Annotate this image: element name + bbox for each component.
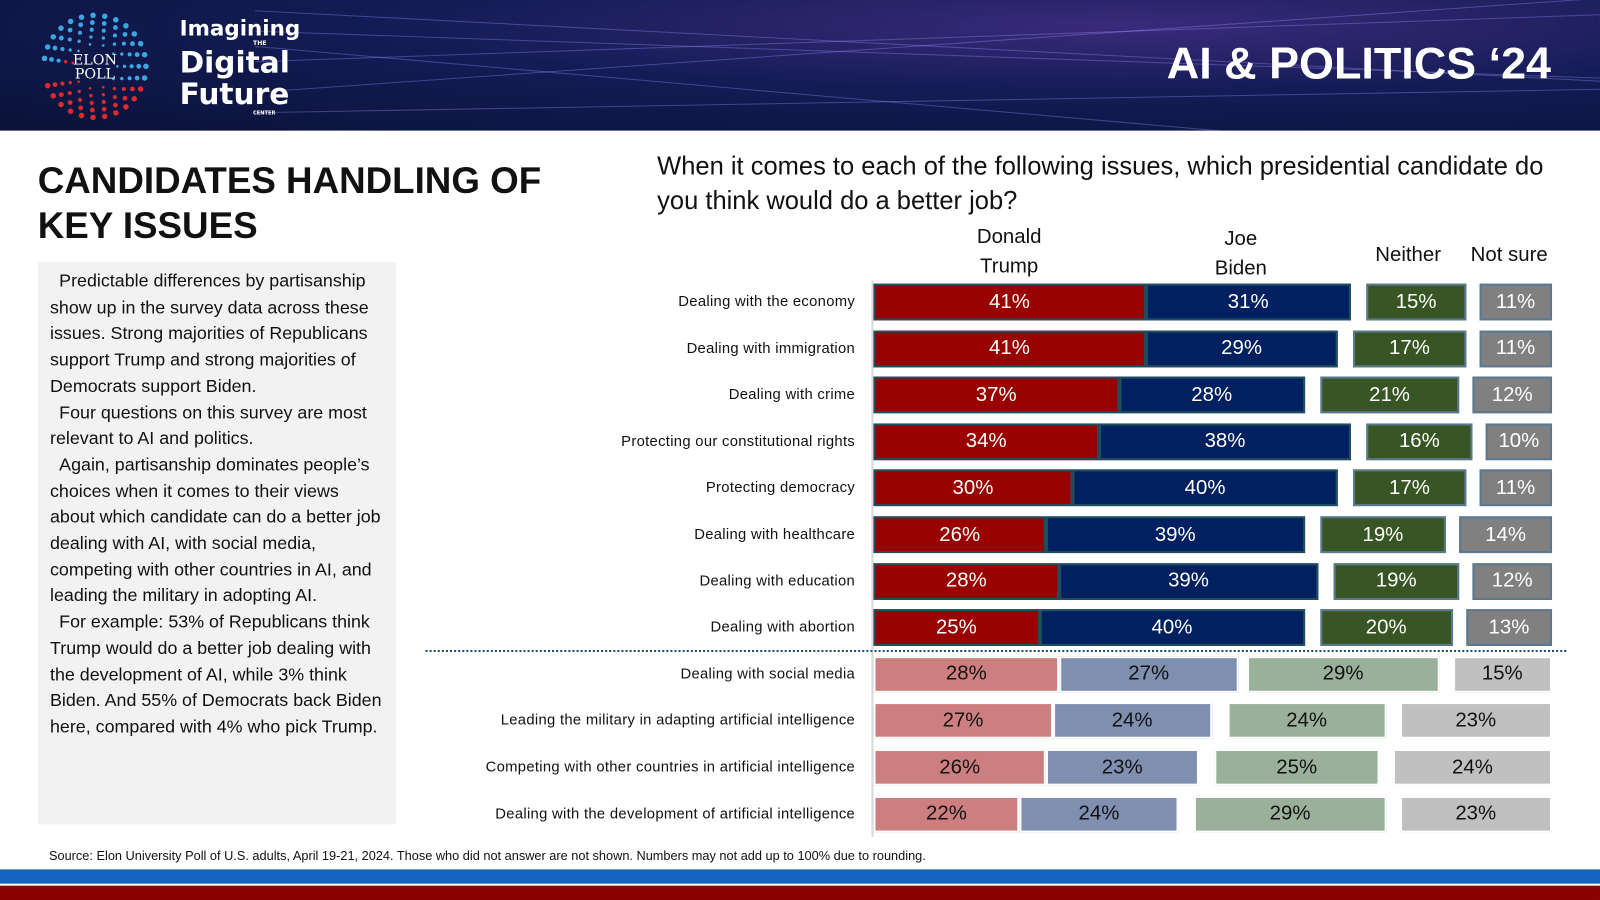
legend-not-sure: Not sure (1470, 243, 1548, 267)
bar-neither: 29% (1193, 795, 1387, 833)
bar-trump: 26% (873, 748, 1046, 786)
bar-biden: 23% (1045, 748, 1199, 786)
footer-stripe-blue (0, 869, 1600, 884)
bar-not-sure: 12% (1472, 562, 1553, 600)
bar-biden: 38% (1098, 423, 1352, 460)
category-label: Dealing with the economy (678, 293, 856, 311)
bar-not-sure: 23% (1399, 795, 1553, 833)
category-label: Dealing with abortion (710, 619, 856, 636)
category-label: Protecting democracy (705, 479, 856, 497)
bar-neither: 15% (1366, 283, 1466, 321)
bar-neither: 29% (1246, 655, 1440, 693)
bar-biden: 24% (1052, 702, 1212, 740)
paragraph: Four questions on this survey are most r… (49, 401, 367, 449)
legend-trump: Donald Trump (976, 225, 1042, 278)
bar-not-sure: 12% (1472, 376, 1553, 414)
bar-neither: 25% (1213, 748, 1380, 786)
bar-not-sure: 10% (1485, 423, 1553, 460)
bar-biden: 31% (1145, 283, 1352, 321)
ai-section-divider (425, 649, 1567, 653)
bar-biden: 24% (1019, 795, 1179, 833)
bar-trump: 28% (873, 655, 1060, 693)
bar-biden: 39% (1045, 516, 1305, 554)
header-banner: ELON POLL Imagining THE Digital Future CENT… (0, 0, 1600, 131)
bar-trump: 37% (873, 376, 1119, 414)
bar-trump: 41% (873, 330, 1146, 367)
bar-neither: 17% (1353, 330, 1466, 367)
bar-biden: 28% (1118, 376, 1305, 414)
bar-biden: 27% (1059, 655, 1239, 693)
chart-title: When it comes to each of the following i… (657, 152, 1544, 216)
bar-trump: 34% (873, 423, 1099, 460)
bar-trump: 22% (873, 795, 1020, 833)
footer-stripe-red (0, 885, 1600, 900)
bar-neither: 17% (1353, 469, 1466, 507)
bar-neither: 19% (1319, 516, 1446, 554)
logo-text: ELON POLL (72, 52, 117, 83)
bar-trump: 30% (873, 469, 1073, 507)
elon-poll-logo (41, 12, 149, 121)
bar-not-sure: 23% (1399, 702, 1553, 740)
bar-neither: 21% (1319, 376, 1460, 414)
bar-biden: 39% (1059, 562, 1318, 600)
source-note: Source: Elon University Poll of U.S. adu… (48, 848, 926, 864)
bar-trump: 41% (873, 283, 1146, 321)
paragraph: For example: 53% of Republicans think Tr… (49, 611, 382, 737)
bar-neither: 16% (1366, 423, 1473, 460)
category-label: Competing with other countries in artifi… (485, 759, 856, 776)
bar-not-sure: 11% (1479, 469, 1553, 507)
header-title: AI & POLITICS ‘24 (1166, 38, 1552, 89)
bar-trump: 25% (873, 609, 1040, 647)
category-label: Dealing with crime (728, 386, 856, 404)
bar-neither: 24% (1227, 702, 1387, 740)
bar-trump: 28% (873, 562, 1060, 600)
bar-trump: 27% (873, 702, 1053, 740)
paragraph: Again, partisanship dominates people’s c… (49, 453, 381, 606)
bar-not-sure: 15% (1452, 655, 1553, 693)
bar-not-sure: 13% (1465, 609, 1553, 647)
category-label: Leading the military in adapting artific… (500, 712, 856, 729)
bar-not-sure: 11% (1479, 283, 1553, 321)
summary-text-box: Predictable differences by partisanship … (37, 262, 396, 825)
paragraph: Predictable differences by partisanship … (49, 270, 369, 396)
chart-axis (871, 280, 874, 837)
bar-not-sure: 24% (1392, 748, 1553, 786)
slide-title: CANDIDATES HANDLING OF KEY ISSUES (37, 159, 542, 246)
category-label: Dealing with the development of artifici… (495, 805, 856, 823)
legend-biden: Joe Biden (1214, 227, 1267, 280)
bar-neither: 19% (1333, 562, 1460, 600)
category-label: Dealing with immigration (686, 340, 856, 357)
bar-not-sure: 14% (1459, 516, 1553, 554)
legend-neither: Neither (1375, 243, 1442, 267)
bar-biden: 29% (1145, 330, 1338, 367)
category-label: Dealing with social media (680, 666, 856, 683)
imagining-digital-future-logo: Imagining THE Digital Future CENTER (179, 16, 301, 117)
category-label: Protecting our constitutional rights (621, 433, 856, 450)
bar-biden: 40% (1039, 609, 1305, 647)
category-label: Dealing with healthcare (694, 526, 856, 543)
bar-not-sure: 11% (1479, 330, 1553, 367)
bar-neither: 20% (1319, 609, 1453, 647)
bar-trump: 26% (873, 516, 1046, 554)
category-label: Dealing with education (699, 573, 856, 590)
bar-biden: 40% (1072, 469, 1338, 507)
